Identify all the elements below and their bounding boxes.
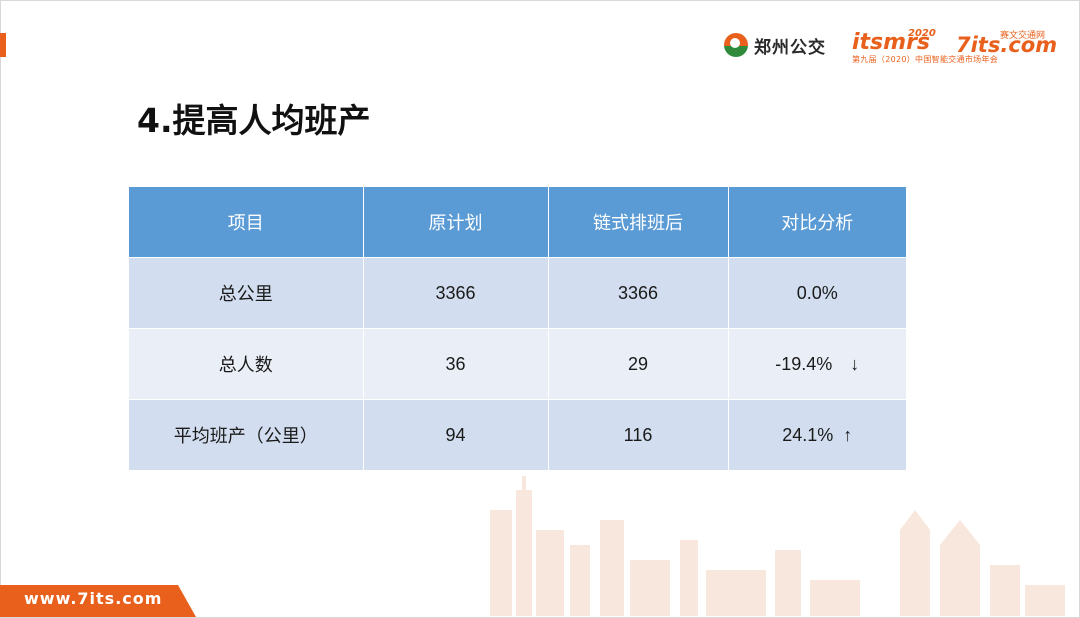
cell-plan: 36 xyxy=(363,328,549,400)
page-title: 4.提高人均班产 xyxy=(137,101,371,140)
7its-logo: 赛文交通网 7its.com xyxy=(956,28,1057,62)
cell-after: 3366 xyxy=(548,257,729,329)
cell-compare: -19.4% ↓ xyxy=(728,328,906,400)
itsmrs-logo-word: itsmrs xyxy=(852,30,931,55)
compare-value: -19.4% xyxy=(775,353,833,374)
header-comparison: 对比分析 xyxy=(728,187,906,258)
zhengzhou-bus-logo-text: 郑州公交 xyxy=(754,37,826,58)
cell-item: 总人数 xyxy=(129,328,364,400)
table-row: 总人数 36 29 -19.4% ↓ xyxy=(129,328,906,400)
header-after-chain-scheduling: 链式排班后 xyxy=(548,187,729,258)
conference-subline: 第九届（2020）中国智能交通市场年会 xyxy=(852,55,999,64)
compare-value: 24.1% xyxy=(782,424,834,445)
itsmrs-logo-year: 2020 xyxy=(908,28,936,39)
cell-plan: 3366 xyxy=(363,257,549,329)
cell-item: 平均班产（公里） xyxy=(129,399,364,471)
cell-item: 总公里 xyxy=(129,257,364,329)
up-arrow-icon: ↑ xyxy=(843,424,853,445)
compare-value: 0.0% xyxy=(796,282,838,303)
footer-band xyxy=(0,585,196,617)
table-row: 总公里 3366 3366 0.0% xyxy=(129,257,906,329)
header-item: 项目 xyxy=(129,187,364,258)
cell-compare: 0.0% xyxy=(728,257,906,329)
cell-after: 29 xyxy=(548,328,729,400)
table-header-row: 项目 原计划 链式排班后 对比分析 xyxy=(129,187,906,258)
comparison-table: 项目 原计划 链式排班后 对比分析 总公里 3366 3366 0.0% 总人数… xyxy=(129,187,906,471)
cell-after: 116 xyxy=(548,399,729,471)
7its-logo-word: 7its.com xyxy=(956,33,1058,57)
header-original-plan: 原计划 xyxy=(363,187,549,258)
cell-plan: 94 xyxy=(363,399,549,471)
zhengzhou-bus-emblem-icon xyxy=(724,33,748,57)
table-row: 平均班产（公里） 94 116 24.1% ↑ xyxy=(129,399,906,471)
itsmrs-logo: itsmrs 2020 xyxy=(852,28,937,62)
left-accent-bar xyxy=(0,33,6,57)
zhengzhou-bus-logo: 郑州公交 xyxy=(724,32,826,58)
footer-url: www.7its.com xyxy=(24,589,163,608)
cell-compare: 24.1% ↑ xyxy=(728,399,906,471)
7its-logo-tag: 赛文交通网 xyxy=(1000,31,1046,41)
city-skyline-decoration xyxy=(490,476,1065,616)
down-arrow-icon: ↓ xyxy=(850,353,860,374)
